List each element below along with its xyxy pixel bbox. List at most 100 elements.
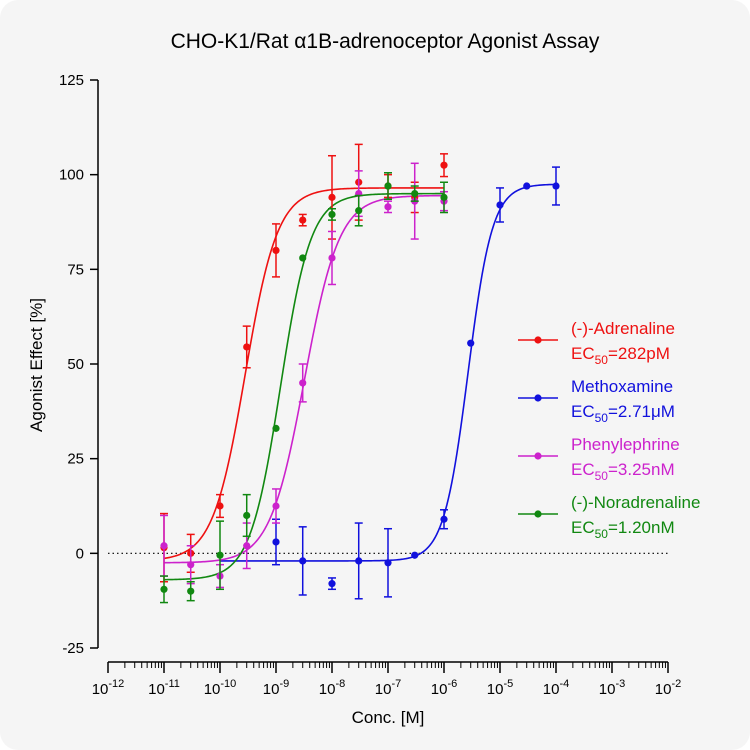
point-marker bbox=[187, 561, 195, 569]
point-marker bbox=[411, 190, 419, 198]
legend-entry: Phenylephrine EC50=3.25nM bbox=[518, 435, 680, 483]
fit-curve-2 bbox=[163, 194, 445, 564]
data-point bbox=[298, 526, 307, 596]
x-tick-label: 10-8 bbox=[319, 678, 345, 698]
data-point bbox=[186, 545, 195, 585]
legend-entry: (-)-Adrenaline EC50=282pM bbox=[518, 319, 675, 367]
point-marker bbox=[440, 161, 448, 169]
point-marker bbox=[355, 207, 363, 215]
legend-ec50-label: EC50=1.20nM bbox=[571, 518, 675, 541]
x-axis-label: Conc. [M] bbox=[352, 708, 425, 727]
point-marker bbox=[355, 557, 363, 565]
point-marker bbox=[411, 551, 419, 559]
y-tick-label: 0 bbox=[76, 545, 84, 562]
data-point bbox=[328, 207, 336, 221]
data-point bbox=[440, 153, 448, 178]
data-point bbox=[552, 166, 560, 206]
x-tick-label: 10-3 bbox=[599, 678, 625, 698]
data-point bbox=[384, 527, 392, 598]
point-marker bbox=[328, 580, 336, 588]
y-tick-label: 25 bbox=[67, 451, 84, 468]
data-points bbox=[160, 143, 560, 604]
data-point bbox=[299, 254, 307, 262]
point-marker bbox=[243, 511, 251, 520]
legend: (-)-Adrenaline EC50=282pM Methoxamine EC50=… bbox=[518, 319, 700, 541]
data-point bbox=[298, 363, 307, 403]
y-tick-label: 125 bbox=[59, 72, 84, 89]
legend-marker bbox=[534, 452, 542, 460]
x-tick-label: 10-11 bbox=[148, 678, 180, 698]
legend-ec50-label: EC50=2.71μM bbox=[571, 402, 675, 425]
data-point bbox=[411, 551, 419, 559]
x-tick-label: 10-7 bbox=[375, 678, 401, 698]
x-tick-label: 10-2 bbox=[655, 678, 681, 698]
x-tick-label: 10-9 bbox=[263, 678, 289, 698]
data-point bbox=[440, 509, 448, 530]
data-point bbox=[216, 493, 224, 519]
data-point bbox=[328, 230, 336, 286]
data-point bbox=[328, 154, 336, 240]
point-marker bbox=[243, 542, 251, 550]
legend-series-name: (-)-Adrenaline bbox=[571, 319, 675, 338]
legend-series-name: Methoxamine bbox=[571, 377, 673, 396]
data-point bbox=[160, 514, 168, 577]
data-point bbox=[242, 325, 251, 369]
point-marker bbox=[496, 201, 504, 209]
point-marker bbox=[523, 182, 531, 190]
fit-curve-1 bbox=[220, 183, 557, 562]
point-marker bbox=[299, 254, 307, 262]
legend-marker bbox=[534, 394, 542, 402]
point-marker bbox=[272, 424, 280, 432]
point-marker bbox=[552, 182, 560, 190]
fit-curve-0 bbox=[163, 187, 444, 560]
point-marker bbox=[328, 254, 336, 262]
data-point bbox=[242, 493, 251, 538]
axes: -25 0 25 50 75 100 125 10-12 10-11 10-10 10-9 10-8 1… bbox=[59, 72, 681, 698]
point-marker bbox=[440, 193, 448, 201]
point-marker bbox=[384, 203, 392, 211]
legend-series-name: Phenylephrine bbox=[571, 435, 680, 454]
y-tick-label: 50 bbox=[67, 356, 84, 373]
fit-curve-3 bbox=[163, 192, 444, 581]
point-marker bbox=[440, 515, 448, 523]
x-tick-label: 10-12 bbox=[92, 678, 125, 698]
point-marker bbox=[299, 379, 307, 387]
legend-marker bbox=[534, 510, 542, 518]
point-marker bbox=[160, 542, 168, 550]
chart-title: CHO-K1/Rat α1B-adrenoceptor Agonist Assa… bbox=[171, 30, 600, 53]
data-point bbox=[523, 182, 531, 190]
x-tick-label: 10-6 bbox=[431, 678, 457, 698]
legend-ec50-label: EC50=3.25nM bbox=[571, 460, 675, 483]
data-point bbox=[467, 339, 475, 347]
point-marker bbox=[187, 587, 195, 595]
point-marker bbox=[243, 343, 251, 351]
x-tick-label: 10-5 bbox=[487, 678, 513, 698]
data-point bbox=[354, 522, 363, 600]
legend-series-name: (-)-Noradrenaline bbox=[571, 493, 700, 512]
legend-entry: Methoxamine EC50=2.71μM bbox=[518, 377, 675, 425]
data-point bbox=[496, 187, 504, 223]
point-marker bbox=[328, 210, 336, 219]
data-point bbox=[272, 223, 280, 278]
data-point bbox=[160, 575, 168, 604]
data-point bbox=[186, 580, 195, 602]
point-marker bbox=[272, 246, 280, 254]
data-point bbox=[272, 518, 280, 566]
data-point bbox=[272, 488, 280, 524]
data-point bbox=[272, 424, 280, 432]
x-tick-label: 10-4 bbox=[543, 678, 569, 698]
data-point bbox=[440, 181, 448, 214]
data-point bbox=[384, 200, 392, 214]
data-point bbox=[410, 185, 419, 202]
point-marker bbox=[299, 216, 307, 224]
legend-entry: (-)-Noradrenaline EC50=1.20nM bbox=[518, 493, 700, 541]
y-tick-label: -25 bbox=[62, 640, 84, 657]
point-marker bbox=[467, 339, 475, 347]
y-tick-label: 100 bbox=[59, 167, 84, 184]
data-point bbox=[216, 520, 224, 591]
point-marker bbox=[384, 182, 392, 190]
data-point bbox=[384, 172, 392, 201]
fit-curves bbox=[163, 183, 557, 581]
